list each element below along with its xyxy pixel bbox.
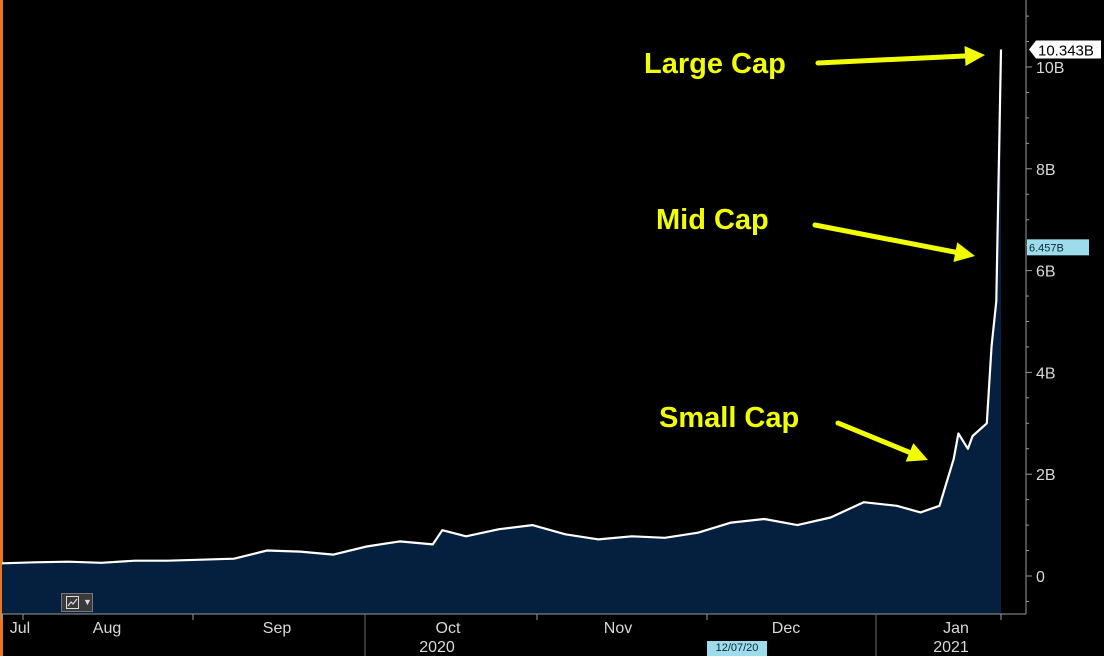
x-month-label: Dec	[772, 620, 800, 637]
y-tick-label: 0	[1036, 569, 1045, 586]
panel-border	[0, 0, 3, 656]
x-month-label: Jul	[10, 620, 30, 637]
annotation-arrow-head	[953, 242, 975, 263]
annotation-arrow-shaft	[835, 420, 926, 461]
x-month-label: Oct	[436, 620, 461, 637]
x-month-label: Sep	[263, 620, 292, 637]
annotation-arrow-shaft	[812, 222, 968, 257]
last-value-tag	[1029, 40, 1101, 59]
y-tick-label: 10B	[1036, 60, 1064, 77]
y-tick-label: 8B	[1036, 162, 1056, 179]
chart-type-button[interactable]: ▼	[61, 593, 93, 612]
x-month-label: Aug	[93, 620, 121, 637]
last-value-label: 10.343B	[1038, 43, 1094, 60]
series-line	[1, 49, 1003, 565]
x-month-label: Jan	[943, 620, 969, 637]
annotation-label: Large Cap	[644, 48, 786, 80]
x-month-label: Nov	[604, 620, 632, 637]
secondary-value-tag	[1027, 239, 1089, 256]
line-chart-icon	[66, 596, 79, 609]
x-year-label: 2020	[419, 639, 455, 656]
crosshair-date-label: 12/07/20	[707, 641, 767, 656]
secondary-value-label: 6.457B	[1029, 242, 1064, 254]
series-area	[2, 49, 1001, 614]
y-tick-label: 6B	[1036, 264, 1056, 281]
x-year-label: 2021	[933, 639, 969, 656]
y-tick-label: 4B	[1036, 365, 1056, 382]
annotation-label: Mid Cap	[656, 204, 769, 236]
chevron-down-icon: ▼	[83, 597, 92, 607]
y-tick-label: 2B	[1036, 467, 1056, 484]
annotation-arrow-head	[964, 45, 985, 66]
annotation-label: Small Cap	[659, 402, 799, 434]
annotation-arrow-head	[905, 443, 928, 462]
annotation-arrow-shaft	[815, 52, 978, 66]
